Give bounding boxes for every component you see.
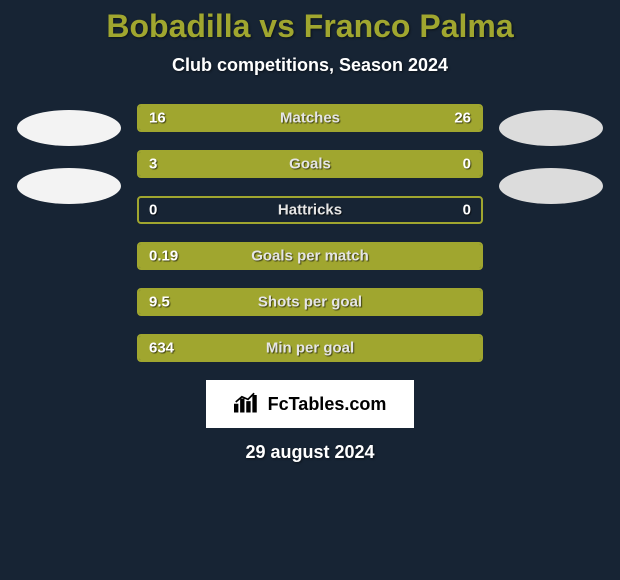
right-avatar-col (495, 104, 607, 204)
branding-icon (234, 390, 262, 419)
stat-row: 3 Goals 0 (137, 150, 483, 178)
stat-row: 9.5 Shots per goal (137, 288, 483, 316)
stat-row: 0 Hattricks 0 (137, 196, 483, 224)
stat-left-value: 9.5 (149, 294, 170, 311)
left-avatar-col (13, 104, 125, 204)
branding: FcTables.com (206, 380, 414, 428)
left-avatar-1 (17, 110, 121, 146)
stat-right-value: 0 (463, 202, 471, 219)
date-label: 29 august 2024 (0, 442, 620, 463)
stat-left-value: 0.19 (149, 248, 178, 265)
subtitle: Club competitions, Season 2024 (0, 55, 620, 76)
stat-left-value: 634 (149, 340, 174, 357)
stat-label: Goals per match (251, 248, 369, 265)
right-avatar-2 (499, 168, 603, 204)
stat-label: Goals (289, 156, 331, 173)
branding-text: FcTables.com (268, 394, 387, 415)
stat-left-value: 3 (149, 156, 157, 173)
stat-label: Min per goal (266, 340, 354, 357)
stat-bars: 16 Matches 26 3 Goals 0 0 Hattricks 0 0.19 Goals p… (137, 104, 483, 362)
stat-row: 0.19 Goals per match (137, 242, 483, 270)
right-avatar-1 (499, 110, 603, 146)
comparison-card: Bobadilla vs Franco Palma Club competiti… (0, 0, 620, 463)
stat-left-value: 16 (149, 110, 166, 127)
left-avatar-2 (17, 168, 121, 204)
stat-row: 16 Matches 26 (137, 104, 483, 132)
stat-row: 634 Min per goal (137, 334, 483, 362)
stat-left-value: 0 (149, 202, 157, 219)
stats-area: 16 Matches 26 3 Goals 0 0 Hattricks 0 0.19 Goals p… (0, 104, 620, 362)
stat-label: Matches (280, 110, 340, 127)
stat-label: Hattricks (278, 202, 342, 219)
stat-label: Shots per goal (258, 294, 362, 311)
stat-fill-left (139, 152, 399, 176)
stat-right-value: 0 (463, 156, 471, 173)
page-title: Bobadilla vs Franco Palma (0, 8, 620, 45)
stat-right-value: 26 (454, 110, 471, 127)
